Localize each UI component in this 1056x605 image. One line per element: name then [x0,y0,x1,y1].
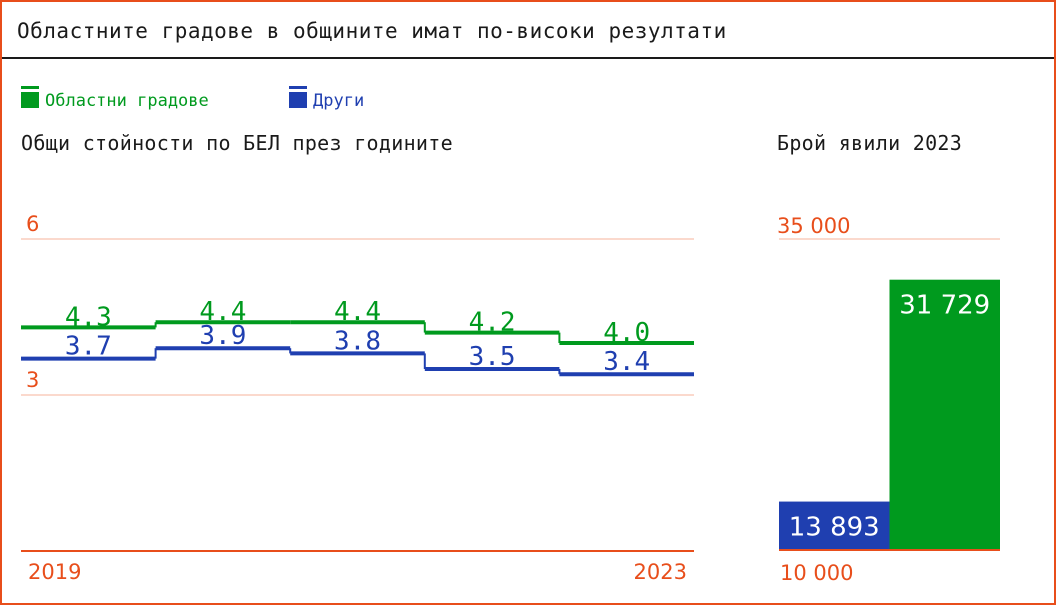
bar-value-label: 31 729 [899,291,990,321]
data-label: 3.4 [603,347,650,377]
data-label: 4.3 [65,302,112,332]
y-tick-label: 3 [26,368,39,392]
data-label: 3.8 [334,326,381,356]
y-tick-label: 6 [26,212,39,236]
data-label: 4.4 [334,297,381,327]
data-label: 3.5 [469,342,516,372]
x-tick-label: 2023 [634,560,687,584]
data-label: 3.9 [199,321,246,351]
data-label: 3.7 [65,332,112,362]
y-tick-label: 10 000 [780,561,853,585]
x-tick-label: 2019 [28,560,81,584]
data-label: 4.2 [469,308,516,338]
data-label: 4.0 [603,318,650,348]
y-tick-label: 35 000 [777,214,850,238]
bar-value-label: 13 893 [789,513,880,543]
